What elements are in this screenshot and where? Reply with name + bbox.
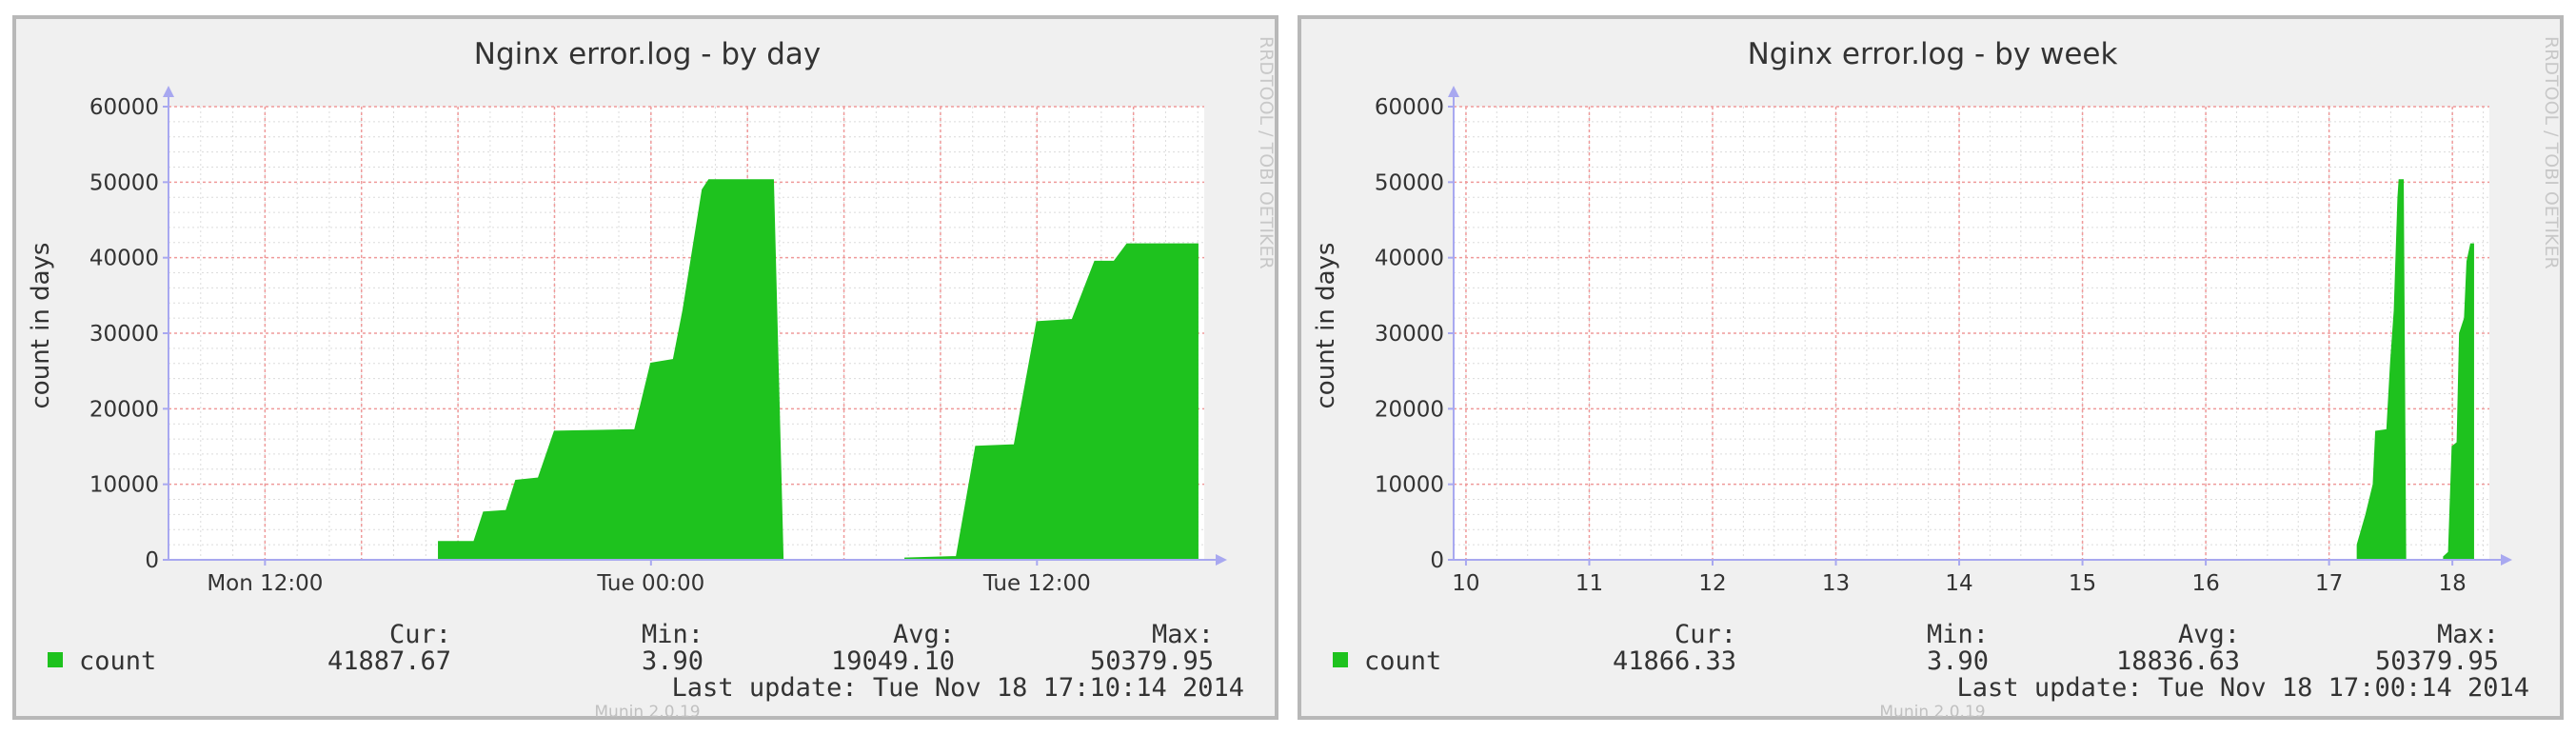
cur-label: Cur:: [1674, 620, 1736, 649]
series-area-count: [438, 179, 1199, 561]
y-tick-label: 50000: [1375, 170, 1444, 195]
chart-title: Nginx error.log - by week: [1748, 37, 2118, 71]
x-tick-label: 14: [1945, 571, 1972, 596]
x-tick-label: 17: [2315, 571, 2343, 596]
x-tick-label: 13: [1822, 571, 1850, 596]
y-axis-arrow: [163, 86, 174, 97]
cur-value: 41866.33: [1613, 646, 1736, 676]
chart-title: Nginx error.log - by day: [474, 37, 821, 71]
y-tick-label: 50000: [89, 170, 159, 195]
x-tick-label: Tue 00:00: [596, 571, 704, 596]
last-update: Last update: Tue Nov 18 17:10:14 2014: [672, 673, 1244, 703]
y-tick-label: 0: [1430, 548, 1444, 573]
cur-value: 41887.67: [327, 646, 451, 676]
x-axis-arrow: [1216, 554, 1227, 566]
avg-value: 19049.10: [831, 646, 955, 676]
cur-label: Cur:: [389, 620, 451, 649]
x-tick-label: 18: [2439, 571, 2467, 596]
x-tick-label: Mon 12:00: [207, 571, 323, 596]
max-value: 50379.95: [2375, 646, 2499, 676]
min-value: 3.90: [642, 646, 703, 676]
plot-area: 0 10000 20000 30000 40000 50000 60000 10 11 12 13 1…: [1375, 86, 2512, 596]
rrdtool-credit: RRDTOOL / TOBI OETIKER: [1256, 36, 1277, 269]
munin-version: Munin 2.0.19: [594, 703, 700, 722]
avg-label: Avg:: [893, 620, 955, 649]
legend-swatch: [48, 652, 63, 667]
y-tick-label: 40000: [89, 247, 159, 271]
munin-version: Munin 2.0.19: [1879, 703, 1985, 722]
rrdtool-credit: RRDTOOL / TOBI OETIKER: [2541, 36, 2562, 269]
max-label: Max:: [2437, 620, 2499, 649]
avg-label: Avg:: [2178, 620, 2240, 649]
y-axis-arrow: [1448, 86, 1459, 97]
day-chart: Nginx error.log - by day RRDTOOL / TOBI …: [27, 36, 1277, 722]
y-tick-label: 60000: [1375, 95, 1444, 120]
graph-panel-day: Nginx error.log - by day RRDTOOL / TOBI …: [12, 15, 1278, 722]
legend-series-name: count: [79, 646, 156, 676]
legend-swatch: [1333, 652, 1348, 667]
week-chart: Nginx error.log - by week RRDTOOL / TOBI…: [1312, 36, 2562, 722]
min-label: Min:: [642, 620, 703, 649]
y-tick-label: 20000: [1375, 397, 1444, 422]
x-tick-label: 16: [2191, 571, 2219, 596]
y-tick-label: 40000: [1375, 247, 1444, 271]
plot-area: 0 10000 20000 30000 40000 50000 60000 Mon 12:00…: [89, 86, 1227, 596]
y-tick-label: 30000: [1375, 322, 1444, 347]
min-label: Min:: [1927, 620, 1989, 649]
min-value: 3.90: [1927, 646, 1989, 676]
x-tick-label: 11: [1575, 571, 1603, 596]
avg-value: 18836.63: [2116, 646, 2240, 676]
x-tick-label: Tue 12:00: [982, 571, 1091, 596]
x-tick-label: 12: [1698, 571, 1726, 596]
y-axis-label: count in days: [1312, 243, 1340, 409]
max-label: Max:: [1152, 620, 1214, 649]
y-tick-label: 20000: [89, 397, 159, 422]
y-tick-label: 10000: [89, 473, 159, 498]
x-tick-label: 10: [1452, 571, 1479, 596]
y-tick-label: 0: [145, 548, 159, 573]
max-value: 50379.95: [1090, 646, 1214, 676]
x-axis-arrow: [2501, 554, 2512, 566]
last-update: Last update: Tue Nov 18 17:00:14 2014: [1957, 673, 2529, 703]
legend-series-name: count: [1364, 646, 1441, 676]
y-tick-label: 10000: [1375, 473, 1444, 498]
y-tick-label: 30000: [89, 322, 159, 347]
x-tick-label: 15: [2069, 571, 2096, 596]
y-axis-label: count in days: [27, 243, 55, 409]
y-tick-label: 60000: [89, 95, 159, 120]
graph-panel-week: Nginx error.log - by week RRDTOOL / TOBI…: [1298, 15, 2564, 722]
